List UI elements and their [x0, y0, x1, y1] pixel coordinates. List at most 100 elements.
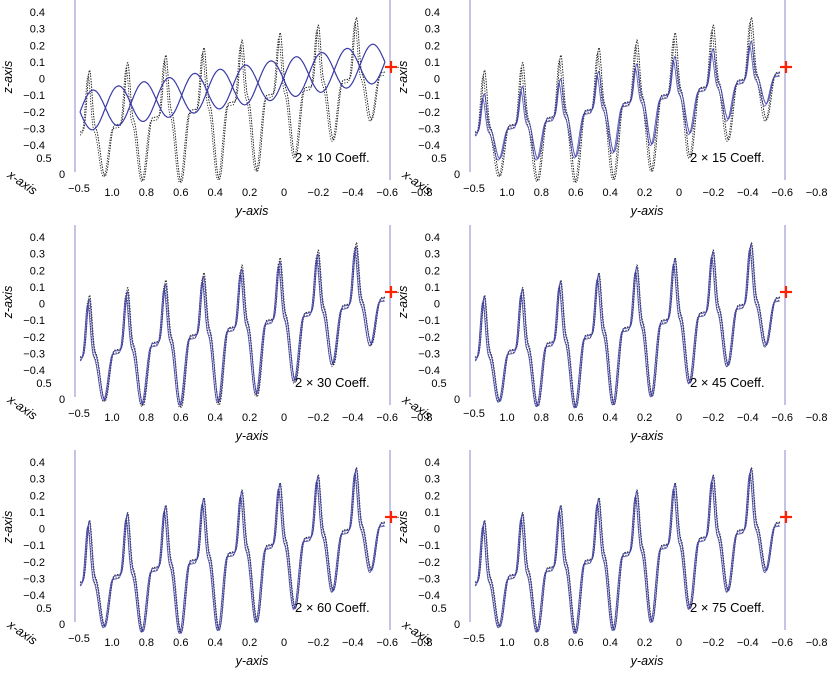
z-axis-label: z-axis	[1, 61, 15, 95]
x-tick-label: 0.5	[431, 603, 446, 615]
coeff-annotation: 2 × 60 Coeff.	[295, 600, 370, 615]
z-tick-label: −0.1	[23, 90, 45, 102]
y-tick-label: −0.2	[308, 412, 330, 424]
z-tick-label: −0.3	[418, 573, 440, 585]
z-tick-label: 0.2	[30, 490, 45, 502]
y-tick-label: −0.2	[308, 187, 330, 199]
y-tick-label: 0.4	[208, 412, 223, 424]
z-tick-label: 0.3	[30, 24, 45, 36]
y-tick-label: 1.0	[499, 187, 514, 199]
fourier-fit-line	[79, 467, 386, 634]
x-tick-label: 0	[59, 394, 65, 406]
subplot-3: 0.40.30.20.10−0.1−0.2−0.3−0.4z-axis0.50−…	[1, 225, 432, 443]
y-tick-label: 0.2	[242, 412, 257, 424]
y-tick-label: −0.4	[342, 412, 364, 424]
x-tick-label: 0	[454, 394, 460, 406]
start-marker	[385, 286, 397, 298]
y-tick-label: 0.2	[637, 412, 652, 424]
y-axis-label: y-axis	[235, 204, 269, 218]
y-tick-label: 1.0	[104, 412, 119, 424]
y-tick-label: 0	[676, 637, 682, 649]
fourier-fit-line-2	[79, 47, 386, 127]
x-tick-label: 0.5	[36, 603, 51, 615]
x-tick-label: −0.5	[68, 408, 90, 420]
y-tick-label: 1.0	[499, 412, 514, 424]
x-axis-label: x-axis	[4, 617, 40, 648]
coeff-annotation: 2 × 45 Coeff.	[690, 375, 765, 390]
z-tick-label: 0.3	[425, 24, 440, 36]
z-tick-label: −0.1	[23, 315, 45, 327]
subplot-5: 0.40.30.20.10−0.1−0.2−0.3−0.4z-axis0.50−…	[1, 450, 432, 668]
coeff-annotation: 2 × 15 Coeff.	[690, 150, 765, 165]
y-tick-label: −0.8	[806, 412, 828, 424]
start-marker	[780, 286, 792, 298]
y-tick-label: 0.6	[173, 412, 188, 424]
y-tick-label: 0.8	[534, 637, 549, 649]
y-tick-label: −0.8	[806, 187, 828, 199]
y-tick-label: −0.2	[703, 412, 725, 424]
y-tick-label: 0.6	[173, 187, 188, 199]
y-axis-label: y-axis	[630, 654, 664, 668]
x-tick-label: 0.5	[431, 378, 446, 390]
x-tick-label: 0.5	[431, 153, 446, 165]
y-tick-label: 0.4	[208, 187, 223, 199]
z-tick-label: 0.3	[425, 474, 440, 486]
z-axis-label: z-axis	[396, 61, 410, 95]
y-tick-label: 0.4	[208, 637, 223, 649]
z-tick-label: 0.3	[30, 474, 45, 486]
y-tick-label: 0.8	[139, 187, 154, 199]
y-tick-label: 0.4	[603, 637, 618, 649]
z-tick-label: 0	[434, 524, 440, 536]
z-axis-label: z-axis	[396, 286, 410, 320]
y-tick-label: 0.2	[242, 637, 257, 649]
z-tick-label: −0.1	[418, 315, 440, 327]
y-tick-label: −0.4	[342, 637, 364, 649]
start-marker	[780, 61, 792, 73]
y-axis-label: y-axis	[630, 429, 664, 443]
coeff-annotation: 2 × 10 Coeff.	[295, 150, 370, 165]
y-tick-label: −0.2	[308, 637, 330, 649]
z-tick-label: 0	[39, 299, 45, 311]
z-tick-label: −0.4	[418, 590, 440, 602]
y-tick-label: 0.6	[173, 637, 188, 649]
z-tick-label: 0.3	[425, 249, 440, 261]
z-tick-label: −0.3	[23, 123, 45, 135]
z-tick-label: 0.4	[425, 7, 440, 19]
z-tick-label: 0.4	[30, 7, 45, 19]
y-tick-label: −0.4	[342, 187, 364, 199]
y-tick-label: −0.4	[737, 187, 759, 199]
y-tick-label: −0.6	[771, 187, 793, 199]
x-axis-label: x-axis	[4, 392, 40, 423]
z-tick-label: 0	[434, 299, 440, 311]
x-tick-label: −0.5	[463, 183, 485, 195]
z-tick-label: −0.2	[23, 332, 45, 344]
y-tick-label: 1.0	[104, 637, 119, 649]
y-tick-label: 0.4	[603, 412, 618, 424]
z-tick-label: 0.1	[425, 282, 440, 294]
start-marker	[385, 61, 397, 73]
measured-trajectory-line	[474, 16, 781, 183]
z-tick-label: 0.1	[30, 57, 45, 69]
y-tick-label: 0.4	[603, 187, 618, 199]
y-tick-label: 0.6	[568, 187, 583, 199]
z-tick-label: 0.2	[425, 265, 440, 277]
y-tick-label: 0.8	[139, 637, 154, 649]
z-tick-label: −0.4	[418, 140, 440, 152]
z-tick-label: 0.1	[425, 507, 440, 519]
z-axis-label: z-axis	[396, 511, 410, 545]
z-tick-label: 0.1	[30, 282, 45, 294]
y-tick-label: −0.6	[376, 412, 398, 424]
z-tick-label: −0.4	[23, 140, 45, 152]
measured-trajectory-return-line	[79, 22, 386, 183]
y-tick-label: −0.4	[737, 637, 759, 649]
x-axis-label: x-axis	[4, 167, 40, 198]
subplot-2: 0.40.30.20.10−0.1−0.2−0.3−0.4z-axis0.50−…	[396, 0, 828, 218]
y-axis-label: y-axis	[235, 429, 269, 443]
fourier-fit-line-2	[474, 45, 781, 161]
y-tick-label: 0.6	[568, 412, 583, 424]
measured-trajectory-line	[79, 16, 386, 183]
z-axis-label: z-axis	[1, 511, 15, 545]
z-tick-label: 0.4	[425, 457, 440, 469]
z-tick-label: 0.4	[425, 232, 440, 244]
coeff-annotation: 2 × 30 Coeff.	[295, 375, 370, 390]
